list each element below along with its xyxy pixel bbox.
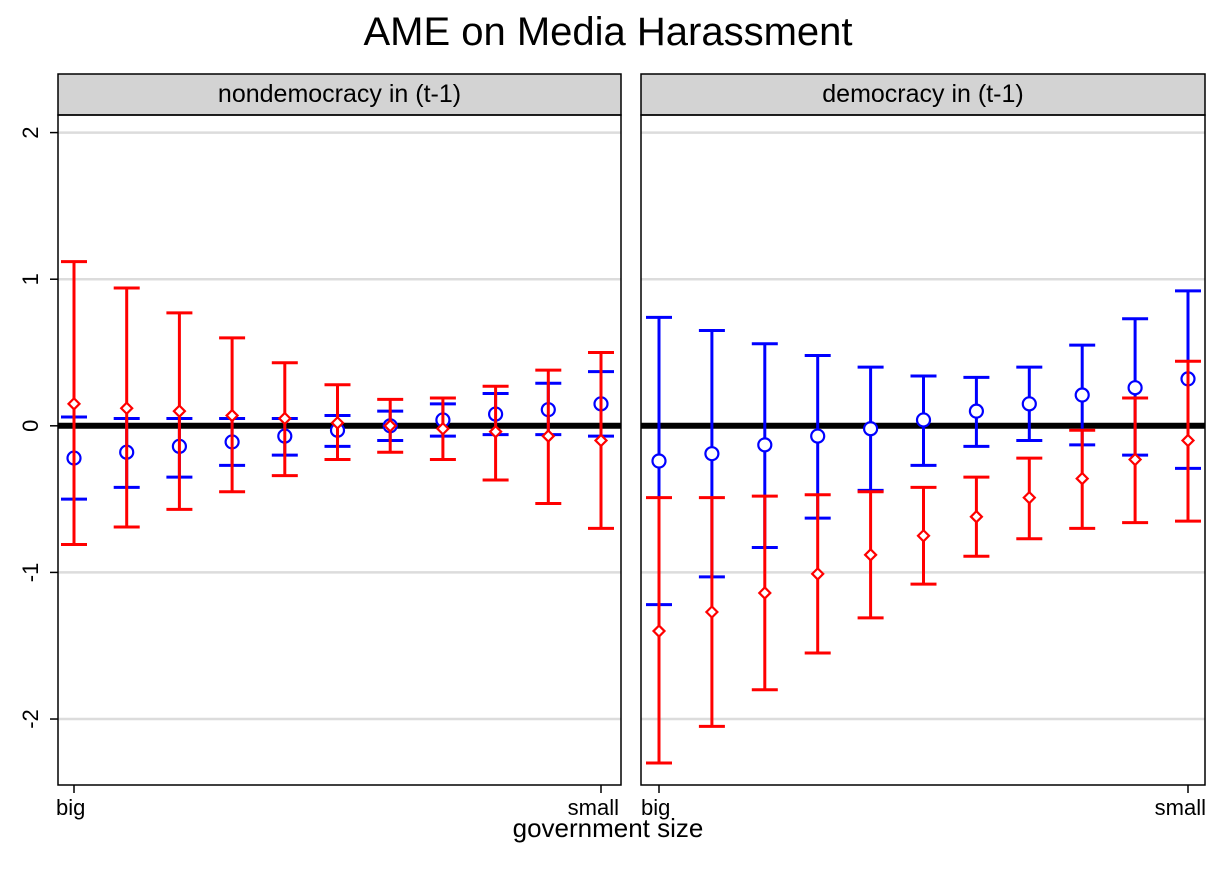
x-axis-label: government size — [513, 813, 704, 843]
x-tick-label: small — [568, 795, 619, 820]
estimate-point — [810, 428, 826, 444]
estimate-point — [1022, 490, 1037, 505]
estimate-point — [593, 433, 609, 448]
y-tick-label: -1 — [18, 563, 43, 583]
y-tick-label: 2 — [18, 126, 43, 138]
blue-series — [646, 289, 1201, 607]
estimate-point — [863, 547, 878, 562]
panel-strip-label: democracy in (t-1) — [822, 80, 1023, 108]
panel-strip-label: nondemocracy in (t-1) — [218, 80, 461, 108]
estimate-point — [435, 421, 450, 436]
red-series — [61, 260, 614, 547]
y-axis: -2 -1 0 1 2 — [18, 126, 58, 729]
estimate-point — [1021, 396, 1037, 412]
estimate-point — [119, 401, 134, 416]
estimate-point — [810, 566, 825, 581]
x-tick-label: small — [1155, 795, 1206, 820]
red-series — [646, 359, 1201, 765]
estimate-point — [1074, 387, 1090, 403]
panel-strip — [640, 73, 1206, 116]
estimate-point — [862, 421, 879, 437]
chart-title: AME on Media Harassment — [363, 10, 852, 54]
panel-0: nondemocracy in (t-1) big small — [56, 73, 622, 820]
y-tick-label: -2 — [18, 709, 43, 729]
estimate-point — [541, 429, 556, 444]
estimate-point — [488, 424, 503, 439]
panel-strip — [57, 73, 622, 116]
estimate-point — [757, 437, 773, 453]
estimate-point — [969, 509, 984, 524]
y-tick-label: 0 — [18, 420, 43, 432]
estimate-point — [915, 412, 932, 428]
estimate-point — [1127, 380, 1143, 396]
estimate-point — [651, 624, 667, 639]
x-tick-label: big — [641, 795, 670, 820]
estimate-point — [383, 418, 398, 433]
estimate-point — [757, 585, 772, 600]
estimate-point — [968, 403, 985, 419]
estimate-point — [704, 446, 720, 462]
estimate-point — [172, 404, 187, 419]
estimate-point — [277, 411, 292, 426]
estimate-point — [1075, 471, 1090, 486]
estimate-point — [651, 453, 667, 469]
panel-1: democracy in (t-1) big small — [640, 73, 1206, 820]
estimate-point — [330, 415, 345, 430]
estimate-point — [1180, 433, 1196, 448]
estimate-point — [225, 408, 240, 423]
y-tick-label: 1 — [18, 273, 43, 285]
x-tick-label: big — [56, 795, 85, 820]
estimate-point — [916, 528, 931, 543]
panel-border — [57, 114, 622, 786]
estimate-point — [704, 604, 719, 620]
estimate-point — [66, 396, 82, 411]
panel-border — [640, 114, 1206, 786]
estimate-point — [1128, 452, 1143, 467]
